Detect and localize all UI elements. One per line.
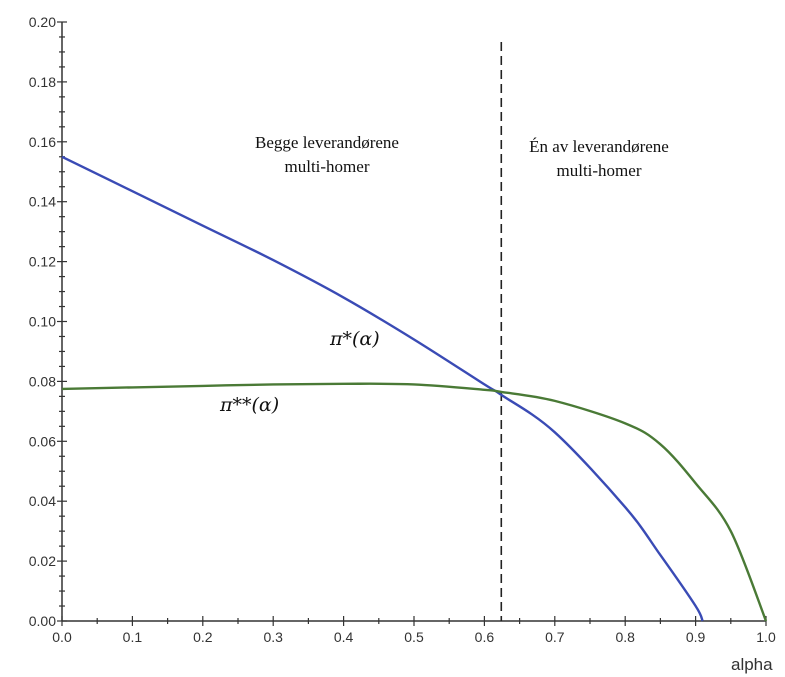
y-tick-label: 0.04 xyxy=(29,493,56,509)
y-tick-label: 0.16 xyxy=(29,134,56,150)
y-tick-label: 0.14 xyxy=(29,194,56,210)
y-tick-label: 0.06 xyxy=(29,433,56,449)
x-tick-label: 0.9 xyxy=(686,629,706,645)
y-tick-label: 0.12 xyxy=(29,254,56,270)
right-region-label-line1: Én av leverandørene xyxy=(529,137,669,156)
x-tick-labels: 0.0 0.1 0.2 0.3 0.4 0.5 0.6 0.7 0.8 0.9 1.0 xyxy=(52,629,776,645)
x-tick-label: 0.2 xyxy=(193,629,213,645)
plot-area: 0.0 0.1 0.2 0.3 0.4 0.5 0.6 0.7 0.8 0.9 1.0 0.000.… xyxy=(29,14,776,674)
x-tick-label: 0.0 xyxy=(52,629,72,645)
x-tick-label: 0.8 xyxy=(615,629,635,645)
left-region-label-line1: Begge leverandørene xyxy=(255,133,399,152)
y-tick-label: 0.00 xyxy=(29,613,56,629)
pi-double-star-curve xyxy=(61,382,768,622)
y-tick-labels: 0.00 0.02 0.04 0.06 0.08 0.10 0.12 0.14 0.16 0.18… xyxy=(29,14,56,629)
x-tick-label: 0.4 xyxy=(334,629,354,645)
pi-star-curve xyxy=(61,155,704,622)
x-tick-label: 1.0 xyxy=(756,629,776,645)
axis-ticks xyxy=(57,21,767,626)
x-tick-label: 0.1 xyxy=(123,629,143,645)
x-axis-title: alpha xyxy=(731,655,773,674)
y-tick-label: 0.02 xyxy=(29,553,56,569)
x-tick-label: 0.7 xyxy=(545,629,565,645)
left-region-label-line2: multi-homer xyxy=(285,157,370,176)
pi-star-label: π*(α) xyxy=(329,328,380,350)
pi-double-star-label: π**(α) xyxy=(219,394,279,416)
x-tick-label: 0.3 xyxy=(263,629,283,645)
x-tick-label: 0.5 xyxy=(404,629,424,645)
y-tick-label: 0.08 xyxy=(29,373,56,389)
y-tick-label: 0.20 xyxy=(29,14,56,30)
y-tick-label: 0.10 xyxy=(29,314,56,330)
right-region-label-line2: multi-homer xyxy=(557,161,642,180)
y-tick-label: 0.18 xyxy=(29,74,56,90)
x-tick-label: 0.6 xyxy=(475,629,495,645)
